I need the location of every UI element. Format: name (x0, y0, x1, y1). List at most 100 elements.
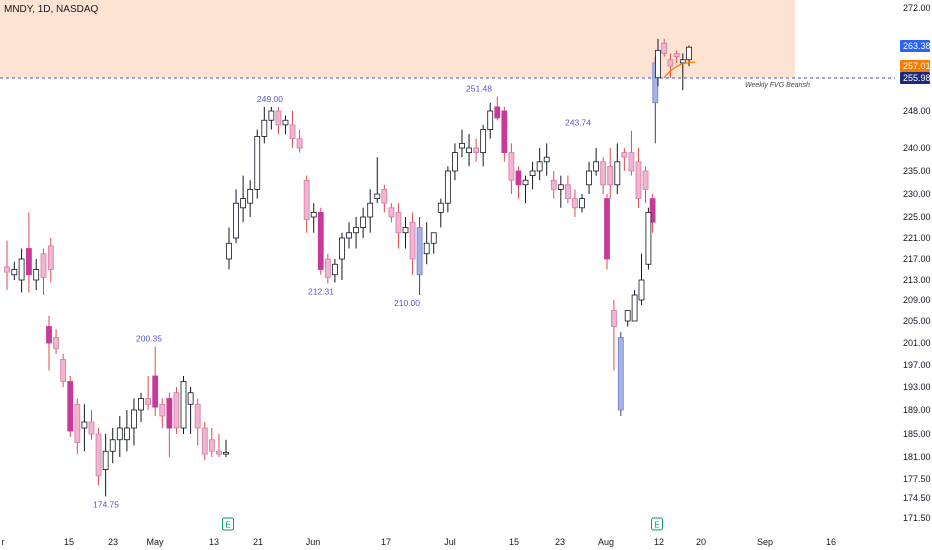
candle-body (102, 450, 109, 470)
candles (4, 38, 696, 497)
y-axis: 272.00 248.00 240.00 235.00 230.00 225.00 221.… (900, 3, 931, 523)
candle (360, 207, 367, 238)
candle (166, 392, 173, 457)
x-tick-label: 23 (555, 537, 565, 547)
candle (494, 96, 501, 121)
candle-body (88, 421, 95, 435)
candle-body (645, 211, 652, 265)
candle-body (508, 152, 515, 181)
candle-body (46, 326, 52, 344)
candle (416, 217, 423, 295)
candle (635, 148, 642, 208)
y-tick-label: 171.50 (903, 513, 931, 523)
x-tick-label: Jun (306, 537, 321, 547)
candle (480, 124, 487, 167)
candle (47, 238, 54, 283)
candle-body (40, 253, 47, 278)
candle (216, 434, 222, 457)
candle (501, 106, 508, 162)
y-tick-label: 225.00 (903, 212, 931, 222)
candle-body (466, 147, 472, 153)
candle-body (655, 49, 661, 79)
earnings-icon[interactable] (651, 517, 663, 531)
candle-body (611, 310, 617, 327)
y-tick-label: 193.00 (903, 382, 931, 392)
candle-body (529, 170, 536, 176)
y-tick-label: 213.00 (903, 275, 931, 285)
candle (617, 332, 624, 416)
candle (275, 106, 282, 135)
candle (409, 212, 416, 275)
price-annotation: 249.00 (257, 94, 283, 104)
price-tag-label: 263.38 (903, 41, 931, 51)
y-tick-label: 201.00 (903, 338, 931, 348)
candle-body (360, 216, 367, 228)
price-tag-bg (900, 40, 930, 52)
candle-body (501, 110, 508, 153)
candle-body (353, 227, 359, 234)
candle-body (487, 110, 494, 130)
candle (95, 428, 102, 486)
y-tick-label: 235.00 (903, 166, 931, 176)
candle (173, 387, 180, 434)
candle (226, 227, 232, 270)
candle-body (638, 279, 645, 301)
earnings-marker[interactable]: E (222, 517, 234, 531)
candle (138, 392, 144, 422)
x-tick-label: Aug (598, 537, 614, 547)
x-tick-label: Sep (757, 537, 773, 547)
candle-body (131, 409, 137, 429)
candle-body (226, 242, 232, 260)
candle (324, 253, 331, 284)
candle (444, 166, 451, 213)
candle-body (223, 451, 229, 455)
candle (611, 300, 617, 371)
ticker-title: MNDY, 1D, NASDAQ (4, 4, 99, 15)
candle-body (543, 156, 550, 163)
candle-body (33, 269, 40, 281)
candle-body (452, 152, 458, 172)
candle (102, 434, 109, 497)
candle-body (522, 179, 529, 186)
candle-body (67, 381, 74, 432)
earnings-icon[interactable] (222, 517, 234, 531)
candle (317, 207, 324, 275)
candle (402, 217, 409, 249)
earnings-marker[interactable]: E (651, 517, 663, 531)
candle (33, 259, 40, 290)
candle-body (180, 381, 187, 429)
candle (374, 157, 381, 204)
y-tick-label: 174.50 (903, 493, 931, 503)
candle (529, 161, 536, 190)
candle-body (145, 398, 152, 405)
candle-body (275, 110, 282, 126)
candle (310, 203, 317, 233)
x-tick-label: 21 (253, 537, 263, 547)
candle-body (60, 359, 67, 382)
candle (40, 248, 47, 295)
candle (452, 143, 458, 181)
candle (395, 203, 402, 249)
candle-body (95, 433, 102, 477)
candle (346, 222, 352, 249)
x-tick-label: 20 (696, 537, 706, 547)
price-annotation: 212.31 (308, 286, 334, 296)
candle-body (261, 119, 268, 137)
candle (628, 130, 635, 176)
candle (296, 129, 303, 153)
candle-body (152, 375, 159, 408)
candle-body (557, 184, 564, 190)
candle (247, 180, 254, 217)
candle (536, 148, 543, 181)
candle-body (247, 188, 254, 204)
candle (638, 253, 645, 306)
candle (152, 346, 159, 416)
candle-body (194, 403, 201, 429)
candle (4, 240, 10, 290)
candle-body (550, 179, 557, 190)
candle (289, 111, 296, 148)
candle-body (47, 245, 54, 270)
candle-body (416, 227, 423, 276)
candle-body (324, 258, 331, 278)
moving-average-line (663, 61, 696, 79)
